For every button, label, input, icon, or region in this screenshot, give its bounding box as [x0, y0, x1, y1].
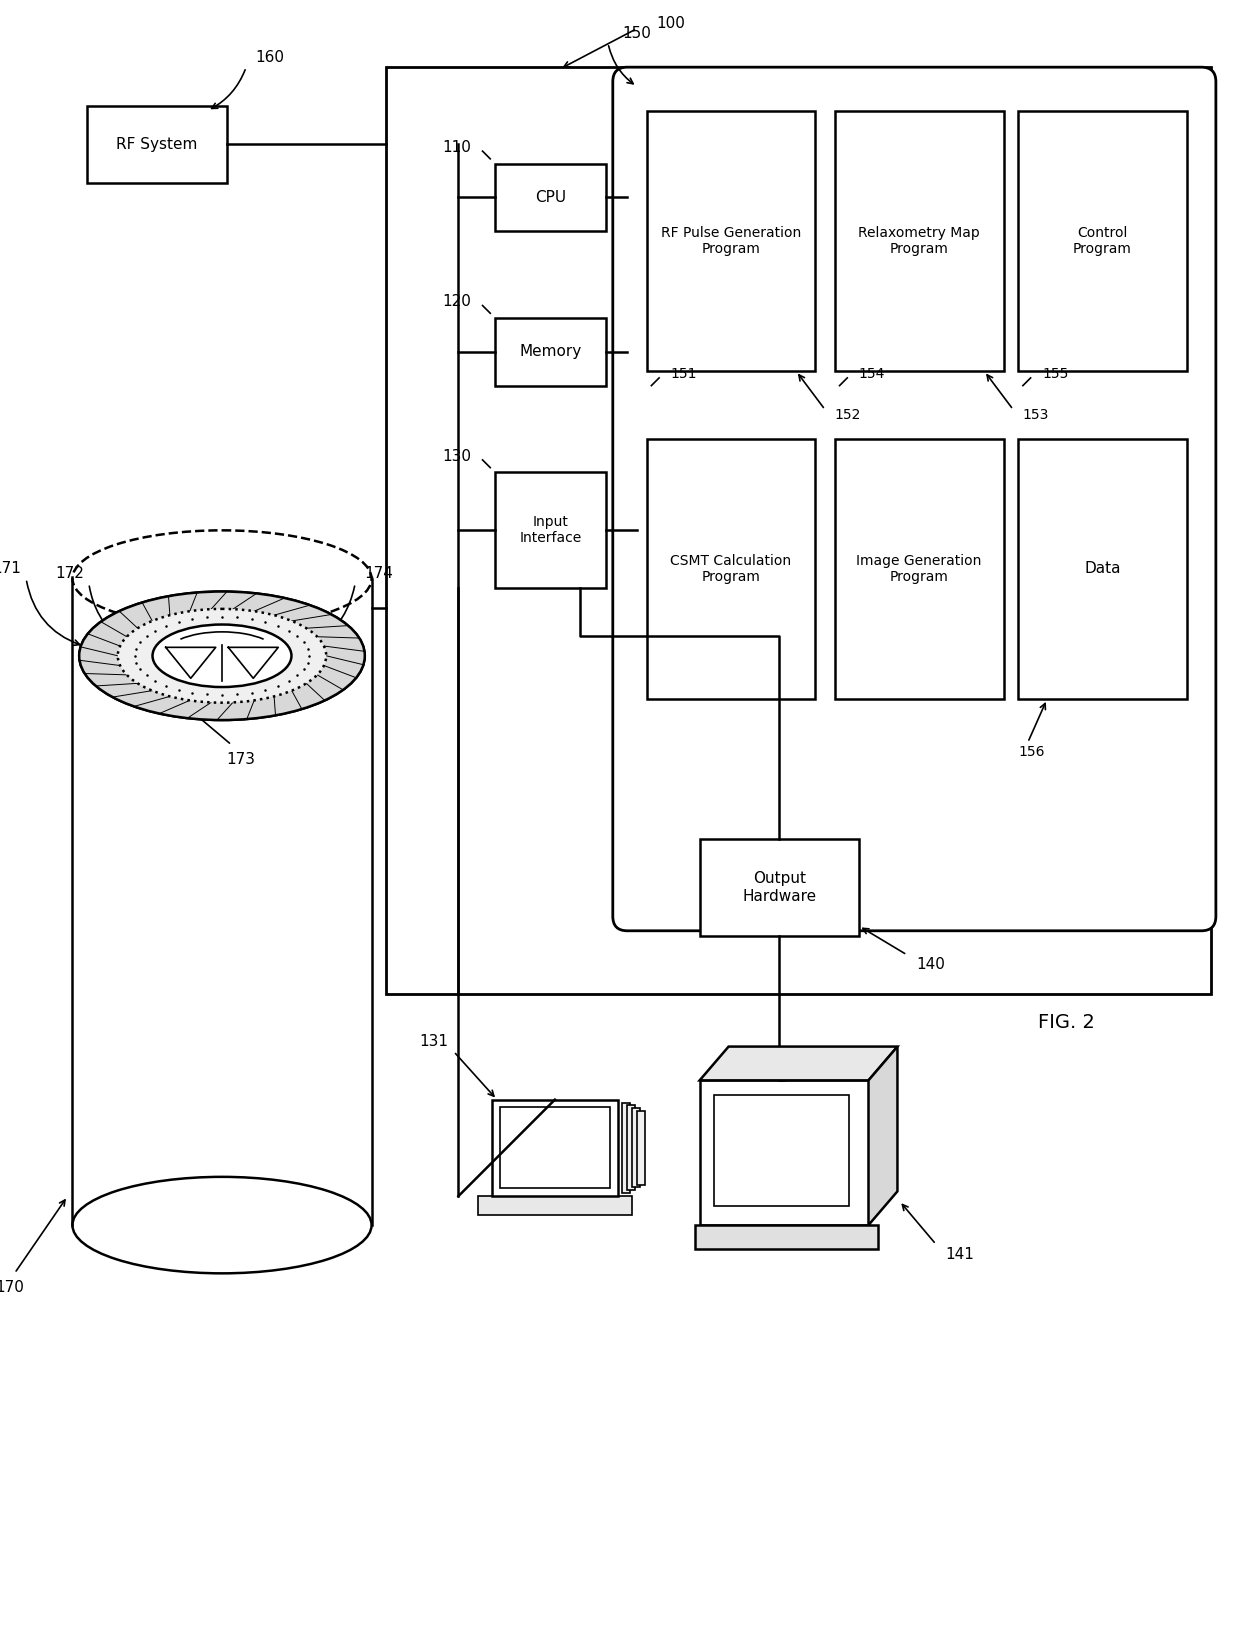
Text: 154: 154	[859, 367, 885, 381]
Bar	[714, 1095, 849, 1206]
Text: 150: 150	[622, 26, 651, 41]
Bar	[500, 1107, 610, 1188]
Text: 152: 152	[835, 408, 861, 422]
Polygon shape	[868, 1046, 898, 1224]
Bar	[646, 111, 816, 372]
Ellipse shape	[118, 609, 326, 702]
Text: Control
Program: Control Program	[1073, 226, 1132, 255]
Text: 155: 155	[1042, 367, 1069, 381]
Text: RF Pulse Generation
Program: RF Pulse Generation Program	[661, 226, 801, 255]
Text: RF System: RF System	[117, 138, 197, 152]
Bar	[835, 439, 1003, 699]
Text: 174: 174	[365, 566, 393, 581]
Text: Output
Hardware: Output Hardware	[743, 871, 816, 904]
Text: 173: 173	[227, 751, 255, 766]
Text: 160: 160	[255, 51, 285, 65]
Text: 130: 130	[441, 449, 471, 463]
Text: 172: 172	[55, 566, 84, 581]
Bar	[1018, 111, 1187, 372]
Text: Data: Data	[1084, 561, 1121, 576]
Text: 140: 140	[916, 958, 946, 972]
Bar	[87, 106, 227, 183]
FancyBboxPatch shape	[613, 67, 1216, 931]
Bar	[495, 318, 606, 386]
Bar	[699, 840, 859, 936]
Text: CPU: CPU	[534, 190, 567, 205]
Bar	[632, 1108, 640, 1187]
Text: Input
Interface: Input Interface	[520, 516, 582, 545]
Text: 120: 120	[443, 295, 471, 309]
Bar	[495, 473, 606, 588]
Text: 141: 141	[946, 1246, 975, 1262]
Text: FIG. 2: FIG. 2	[1038, 1013, 1095, 1031]
Bar	[627, 1105, 635, 1190]
Text: CSMT Calculation
Program: CSMT Calculation Program	[671, 553, 791, 584]
Text: 100: 100	[656, 16, 684, 31]
Ellipse shape	[79, 591, 365, 720]
Bar	[492, 1100, 618, 1197]
Bar	[477, 1197, 632, 1215]
Text: Relaxometry Map
Program: Relaxometry Map Program	[858, 226, 980, 255]
Bar	[495, 164, 606, 231]
Bar	[694, 1224, 878, 1249]
Bar	[386, 67, 1211, 994]
Text: 153: 153	[1023, 408, 1049, 422]
Bar	[637, 1112, 645, 1185]
Bar	[1018, 439, 1187, 699]
Text: 131: 131	[420, 1035, 449, 1049]
Text: 151: 151	[671, 367, 697, 381]
Bar	[699, 1080, 868, 1224]
Polygon shape	[699, 1046, 898, 1080]
Ellipse shape	[79, 591, 365, 720]
Text: Memory: Memory	[520, 344, 582, 360]
Bar	[72, 578, 372, 1224]
Text: 156: 156	[1018, 745, 1044, 760]
Bar	[622, 1103, 630, 1193]
Ellipse shape	[153, 625, 291, 688]
Text: 171: 171	[0, 561, 21, 576]
Text: 170: 170	[0, 1280, 24, 1295]
Text: Image Generation
Program: Image Generation Program	[857, 553, 982, 584]
Bar	[646, 439, 816, 699]
Text: 110: 110	[443, 139, 471, 156]
Bar	[835, 111, 1003, 372]
